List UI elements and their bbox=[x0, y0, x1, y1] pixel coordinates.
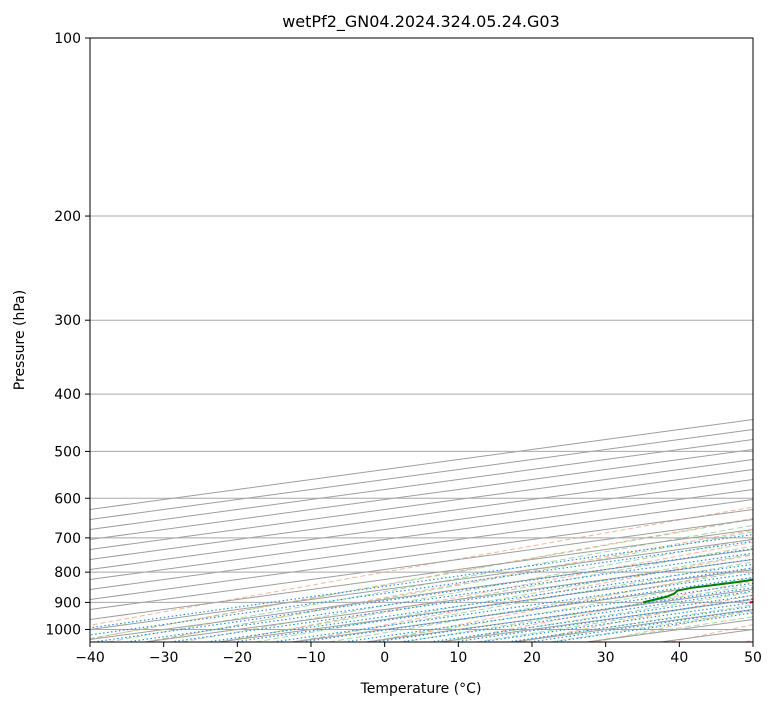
isotherm-line bbox=[90, 548, 753, 640]
isotherm-line bbox=[90, 458, 753, 550]
temperature-profile bbox=[749, 601, 753, 604]
moist-adiabat bbox=[329, 569, 753, 642]
dry-adiabat bbox=[222, 541, 753, 642]
mixing-ratio-line bbox=[529, 609, 753, 642]
plot-frame bbox=[89, 37, 754, 643]
isotherm-line bbox=[90, 538, 753, 630]
isotherm-line bbox=[90, 478, 753, 570]
x-tick-label: 30 bbox=[597, 650, 615, 666]
x-tick-label: 0 bbox=[380, 650, 389, 666]
moist-adiabat bbox=[292, 561, 753, 642]
moist-adiabat bbox=[476, 598, 753, 642]
isotherm-line bbox=[90, 418, 753, 510]
x-tick-label: 20 bbox=[523, 650, 541, 666]
y-tick-label: 300 bbox=[54, 313, 81, 329]
y-tick-label: 1000 bbox=[45, 622, 81, 638]
x-tick-label: −10 bbox=[296, 650, 326, 666]
x-axis: −40 −30 −20 −10 0 10 20 30 40 50 bbox=[75, 642, 762, 666]
isotherm-line bbox=[90, 488, 753, 580]
isotherm-line bbox=[90, 498, 753, 590]
mixing-ratio-line bbox=[507, 605, 753, 642]
isotherm-line bbox=[90, 468, 753, 560]
moist-adiabat bbox=[365, 577, 753, 642]
x-axis-label: Temperature (°C) bbox=[360, 681, 482, 697]
isotherm-line bbox=[90, 438, 753, 530]
isotherm-line bbox=[90, 448, 753, 540]
moist-adiabat bbox=[218, 545, 753, 642]
y-tick-label: 800 bbox=[54, 565, 81, 581]
y-tick-label: 100 bbox=[54, 31, 81, 47]
dry-adiabat bbox=[90, 506, 753, 626]
y-tick-label: 200 bbox=[54, 209, 81, 225]
dry-adiabat bbox=[371, 567, 753, 642]
y-tick-label: 400 bbox=[54, 387, 81, 403]
plot-area: 0.10.20.40.611.52346810131620253036-100-… bbox=[90, 38, 753, 642]
dry-adiabat bbox=[90, 517, 753, 640]
isotherm-line bbox=[90, 428, 753, 520]
mixing-ratio-line bbox=[233, 567, 753, 642]
moist-adiabat bbox=[181, 538, 753, 642]
x-tick-label: 40 bbox=[670, 650, 688, 666]
dry-adiabat bbox=[745, 639, 753, 642]
x-tick-label: 50 bbox=[744, 650, 762, 666]
isotherm-line bbox=[90, 518, 753, 610]
isotherm-line bbox=[90, 508, 753, 600]
y-tick-label: 500 bbox=[54, 444, 81, 460]
y-axis-label: Pressure (hPa) bbox=[12, 290, 28, 390]
moist-adiabat bbox=[402, 584, 753, 642]
y-axis: 100 200 300 400 500 600 700 800 900 1000 bbox=[45, 31, 90, 638]
moist-adiabat bbox=[108, 524, 753, 642]
dry-adiabat bbox=[147, 529, 753, 642]
dry-adiabat bbox=[670, 624, 753, 642]
chart-title: wetPf2_GN04.2024.324.05.24.G03 bbox=[282, 12, 560, 32]
isotherm-line bbox=[90, 528, 753, 620]
moist-adiabat bbox=[90, 518, 753, 640]
x-tick-label: −40 bbox=[75, 650, 105, 666]
x-tick-label: −30 bbox=[149, 650, 179, 666]
dry-adiabat bbox=[521, 594, 753, 642]
mixing-ratio-line bbox=[272, 572, 753, 642]
isotherm-line bbox=[218, 568, 753, 642]
y-tick-label: 600 bbox=[54, 491, 81, 507]
y-tick-label: 900 bbox=[54, 595, 81, 611]
mixing-ratio-line bbox=[206, 563, 753, 642]
x-tick-label: −20 bbox=[223, 650, 253, 666]
y-tick-label: 700 bbox=[54, 531, 81, 547]
moist-adiabat bbox=[144, 531, 753, 642]
x-tick-label: 10 bbox=[449, 650, 467, 666]
mixing-ratio-line bbox=[301, 576, 753, 642]
